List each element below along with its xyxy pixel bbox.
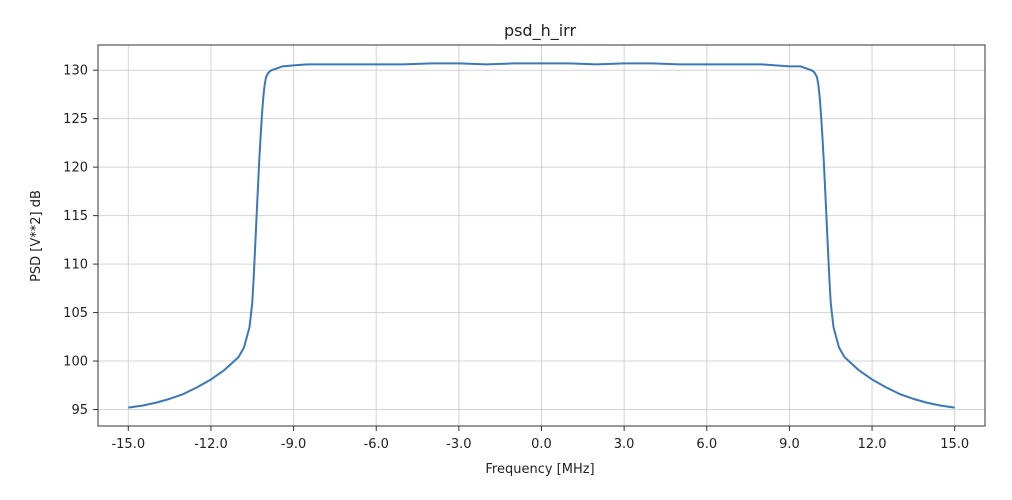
psd-series-line [128,62,955,409]
x-tick-label: 9.0 [779,437,800,452]
y-axis-label: PSD [V**2] dB [29,190,44,282]
y-axis: 95 100 105 110 115 120 125 130 [63,64,98,418]
grid [98,45,985,426]
x-axis: -15.0 -12.0 -9.0 -6.0 -3.0 0.0 3.0 6.0 9.0 12.0 15… [111,426,969,452]
x-tick-label: 12.0 [858,437,887,452]
x-tick-label: -15.0 [111,437,145,452]
y-tick-label: 115 [63,209,88,224]
x-tick-label: -6.0 [364,437,389,452]
y-tick-label: 95 [71,403,88,418]
chart-title: psd_h_irr [504,21,577,41]
x-tick-label: 6.0 [696,437,717,452]
y-tick-label: 100 [63,355,88,370]
y-tick-label: 125 [63,112,88,127]
x-tick-label: -3.0 [446,437,471,452]
y-tick-label: 130 [63,64,88,79]
x-tick-label: 3.0 [614,437,635,452]
y-tick-label: 110 [63,258,88,273]
x-tick-label: -9.0 [281,437,306,452]
x-tick-label: 15.0 [940,437,969,452]
y-tick-label: 105 [63,306,88,321]
x-axis-label: Frequency [MHz] [485,462,594,477]
y-tick-label: 120 [63,161,88,176]
x-tick-label: 0.0 [531,437,552,452]
x-tick-label: -12.0 [194,437,228,452]
plot-area [128,62,955,409]
